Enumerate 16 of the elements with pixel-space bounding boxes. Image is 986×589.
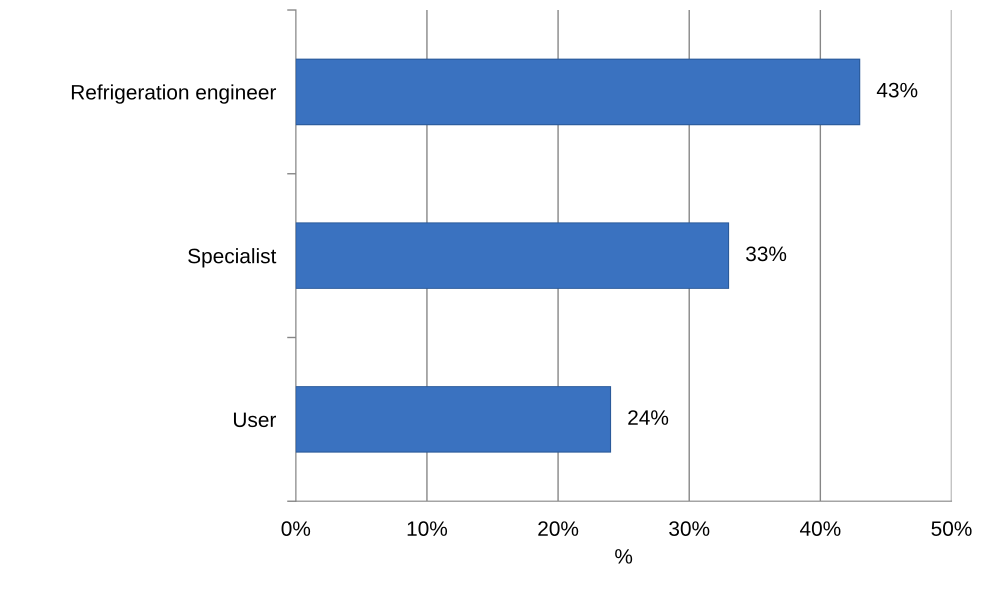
x-tick-label: 10% [408,521,448,536]
y-tick-label: Specialist [188,248,276,268]
x-tick-label: 50% [931,521,972,536]
x-tick-label: 20% [538,521,578,536]
y-tick-label: Refrigeration engineer [72,84,276,104]
x-tick-label: 30% [669,521,710,536]
y-tick-label: User [234,412,276,428]
bar [296,386,612,453]
data-label: 33% [746,246,786,262]
bar [296,58,860,126]
x-axis-title: % [615,549,632,564]
x-tick-label: 40% [800,521,840,536]
bar [296,222,730,289]
data-label: 24% [628,410,668,425]
data-label: 43% [876,82,918,98]
x-tick-label: 0% [282,521,310,536]
